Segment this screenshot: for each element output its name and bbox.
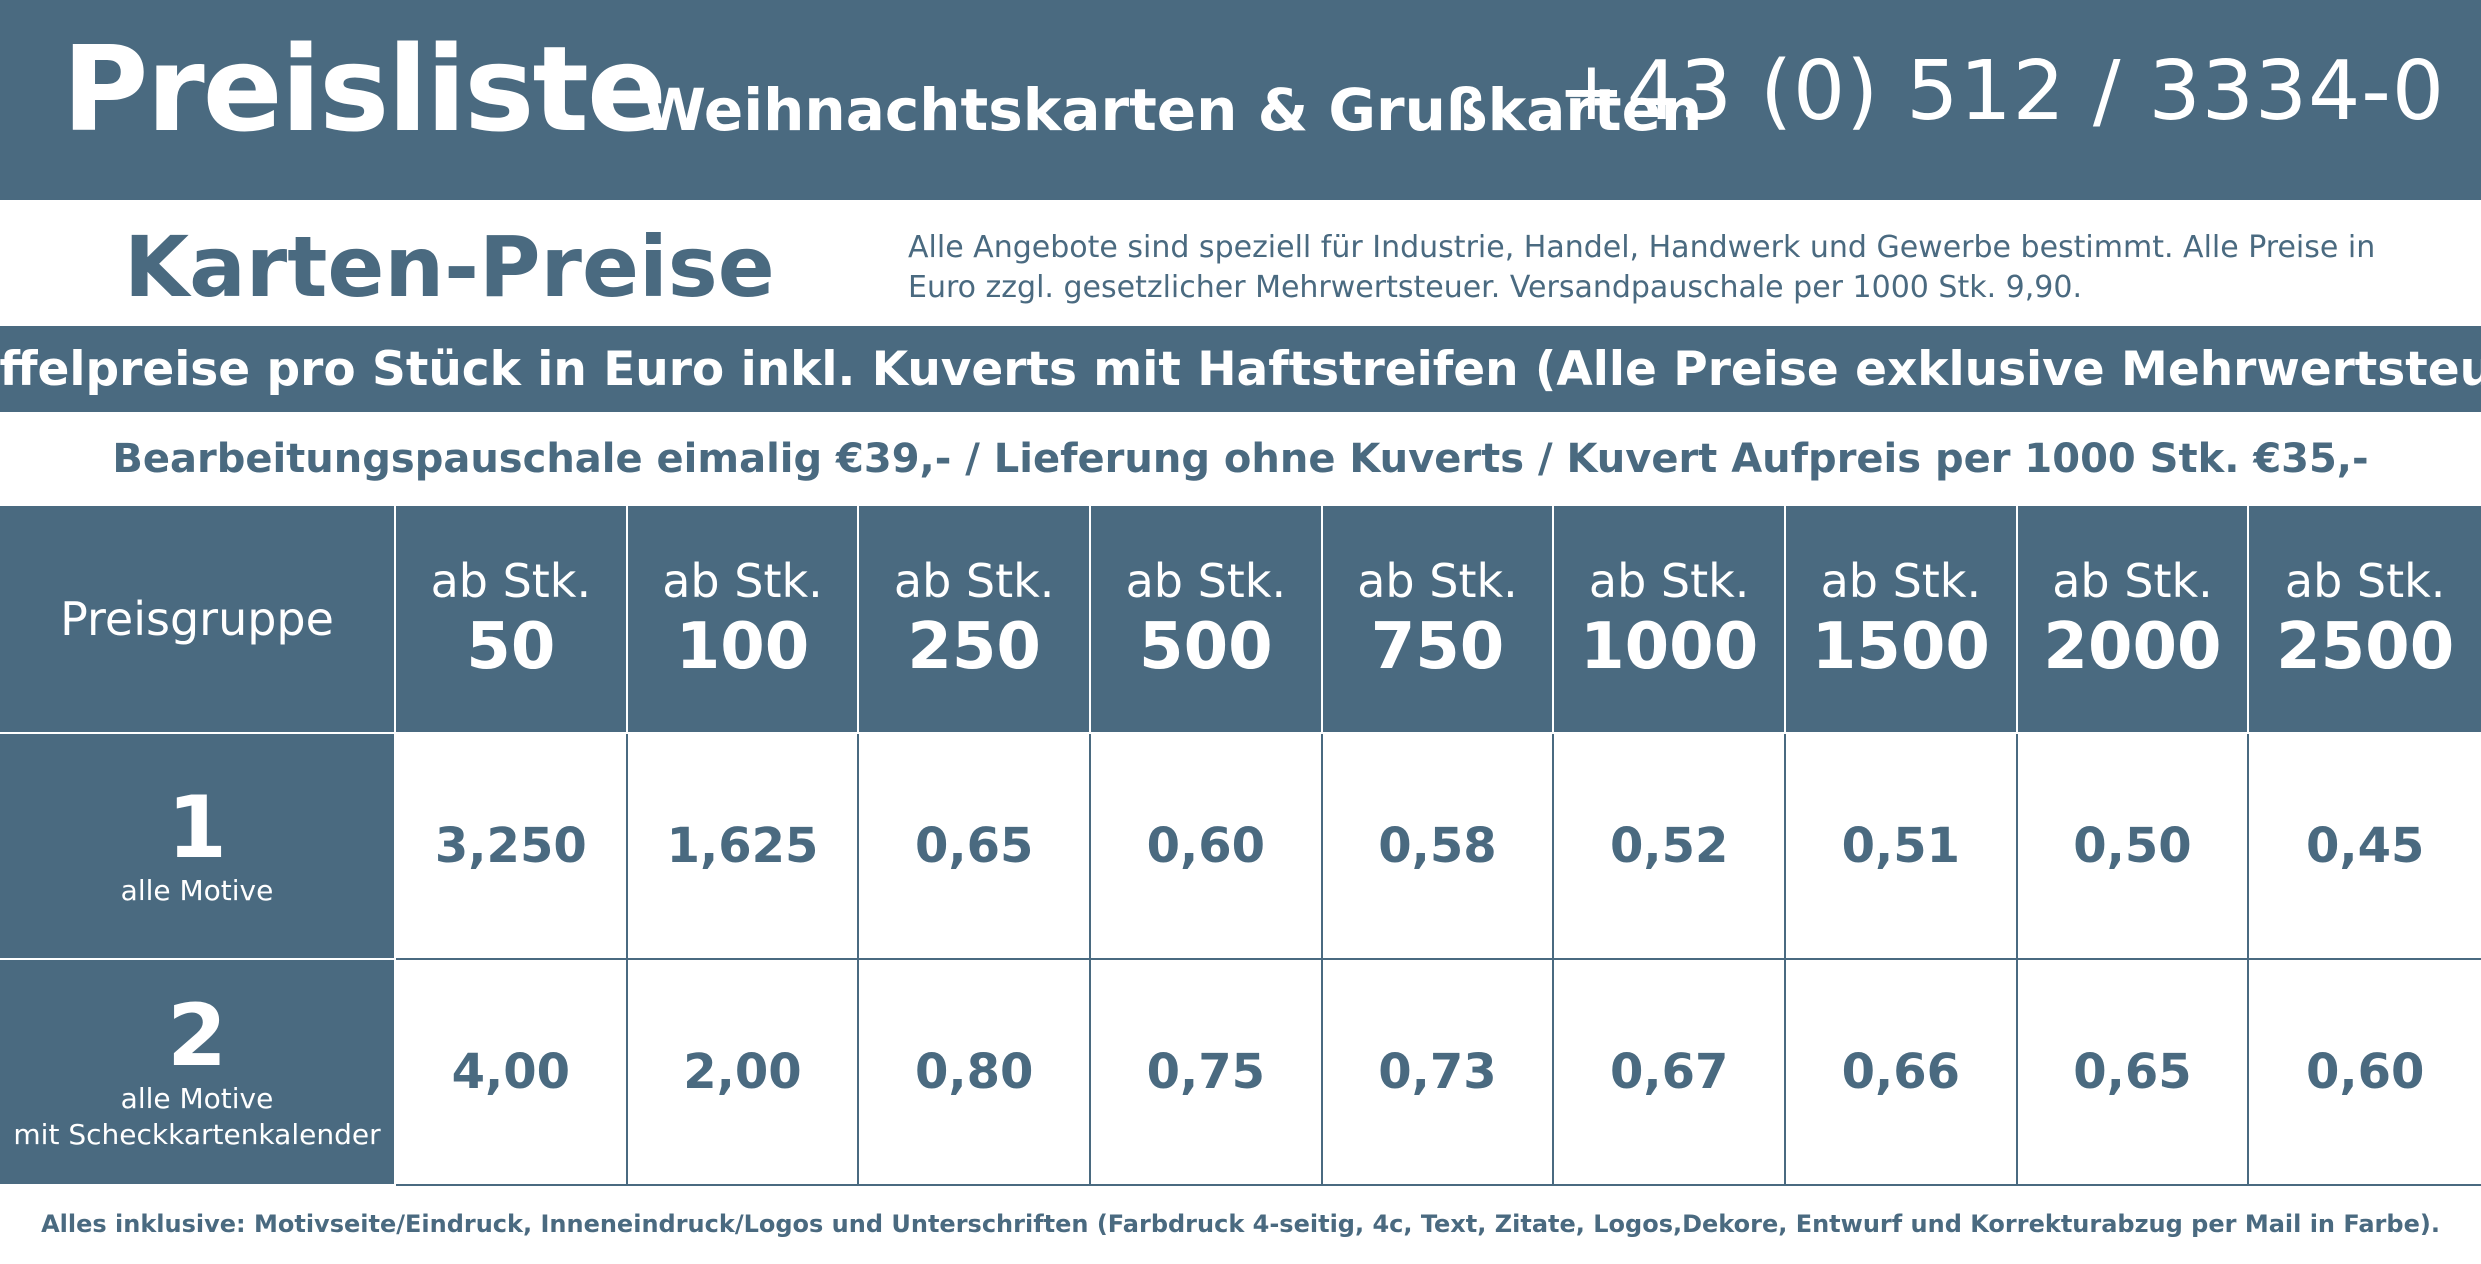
qty-header: ab Stk. 50	[396, 506, 628, 734]
price-value: 0,52	[1609, 818, 1729, 874]
qty-header-value: 2000	[2043, 610, 2222, 684]
phone-number[interactable]: +43 (0) 512 / 3334-0	[1556, 44, 2445, 139]
qty-header: ab Stk. 1500	[1786, 506, 2018, 734]
bearbeitung-text: Bearbeitungspauschale eimalig €39,- / Li…	[112, 436, 2369, 482]
qty-header-value: 2500	[2276, 610, 2455, 684]
bearbeitung-row: Bearbeitungspauschale eimalig €39,- / Li…	[0, 412, 2481, 506]
price-cell: 0,73	[1322, 960, 1555, 1186]
price-cell: 4,00	[396, 960, 628, 1186]
price-value: 1,625	[666, 818, 819, 874]
price-value: 3,250	[434, 818, 587, 874]
staffel-text: Staffelpreise pro Stück in Euro inkl. Ku…	[0, 341, 2481, 397]
price-value: 0,45	[2305, 818, 2425, 874]
price-cell: 2,00	[627, 960, 860, 1186]
price-value: 2,00	[683, 1044, 802, 1100]
qty-header-value: 1000	[1580, 610, 1759, 684]
qty-header-value: 750	[1370, 610, 1505, 684]
price-cell: 0,60	[2249, 960, 2481, 1186]
price-table: Preisgruppe ab Stk. 50 ab Stk. 100 ab St…	[0, 506, 2481, 1186]
price-cell: 0,51	[1786, 734, 2018, 960]
price-value: 0,65	[2073, 1044, 2192, 1100]
preisgruppe-description-extra: mit Scheckkartenkalender	[13, 1118, 381, 1151]
qty-header-label: ab Stk.	[1357, 554, 1518, 608]
price-cell: 0,65	[2017, 960, 2250, 1186]
qty-header-label: ab Stk.	[1125, 554, 1287, 608]
qty-header-label: ab Stk.	[1588, 554, 1750, 608]
qty-header-label: ab Stk.	[893, 554, 1055, 608]
page-title: Preisliste	[62, 20, 667, 158]
preisgruppe-number: 2	[167, 986, 227, 1086]
price-cell: 3,250	[396, 734, 628, 960]
preisgruppe-description: alle Motive	[120, 874, 274, 907]
price-value: 0,60	[1146, 818, 1266, 874]
footer-text: Alles inklusive: Motivseite/Eindruck, In…	[41, 1210, 2440, 1238]
staffel-banner: Staffelpreise pro Stück in Euro inkl. Ku…	[0, 326, 2481, 412]
price-cell: 0,50	[2017, 734, 2250, 960]
price-value: 0,60	[2305, 1044, 2425, 1100]
qty-header: ab Stk. 2500	[2249, 506, 2481, 734]
preisgruppe-header-label: Preisgruppe	[60, 592, 334, 646]
qty-header: ab Stk. 2000	[2017, 506, 2250, 734]
price-value: 0,58	[1378, 818, 1497, 874]
qty-header-value: 500	[1139, 610, 1273, 684]
price-cell: 0,75	[1091, 960, 1323, 1186]
header-banner: Preisliste Weihnachtskarten & Grußkarten…	[0, 0, 2481, 200]
price-value: 0,66	[1841, 1044, 1961, 1100]
price-value: 0,65	[914, 818, 1034, 874]
qty-header: ab Stk. 750	[1322, 506, 1555, 734]
qty-header: ab Stk. 1000	[1554, 506, 1786, 734]
price-value: 4,00	[451, 1044, 571, 1100]
karten-section: Karten-Preise Alle Angebote sind speziel…	[0, 200, 2481, 326]
price-cell: 0,66	[1786, 960, 2018, 1186]
qty-header: ab Stk. 250	[859, 506, 1091, 734]
qty-header-label: ab Stk.	[430, 554, 592, 608]
price-cell: 0,80	[859, 960, 1091, 1186]
qty-header: ab Stk. 100	[627, 506, 860, 734]
price-cell: 0,45	[2249, 734, 2481, 960]
karten-note: Alle Angebote sind speziell für Industri…	[908, 230, 2376, 305]
qty-header-value: 100	[675, 610, 810, 684]
price-cell: 0,67	[1554, 960, 1786, 1186]
price-value: 0,51	[1841, 818, 1961, 874]
price-cell: 1,625	[627, 734, 860, 960]
karten-title: Karten-Preise	[124, 218, 775, 316]
price-value: 0,50	[2073, 818, 2192, 874]
page-subtitle: Weihnachtskarten & Grußkarten	[642, 76, 1703, 144]
price-value: 0,67	[1609, 1044, 1729, 1100]
preisgruppe-description: alle Motive	[120, 1082, 274, 1115]
qty-header-label: ab Stk.	[2284, 554, 2446, 608]
price-value: 0,73	[1378, 1044, 1497, 1100]
price-value: 0,75	[1146, 1044, 1266, 1100]
qty-header-label: ab Stk.	[662, 554, 823, 608]
price-cell: 0,65	[859, 734, 1091, 960]
price-cell: 0,60	[1091, 734, 1323, 960]
price-cell: 0,52	[1554, 734, 1786, 960]
preisgruppe-cell: 1 alle Motive	[0, 734, 396, 960]
qty-header-value: 50	[466, 610, 556, 684]
qty-header-label: ab Stk.	[2052, 554, 2213, 608]
preisgruppe-number: 1	[167, 778, 227, 878]
preisgruppe-cell: 2 alle Motive mit Scheckkartenkalender	[0, 960, 396, 1186]
price-cell: 0,58	[1322, 734, 1555, 960]
qty-header: ab Stk. 500	[1091, 506, 1323, 734]
price-value: 0,80	[914, 1044, 1034, 1100]
qty-header-value: 1500	[1811, 610, 1990, 684]
preisgruppe-header: Preisgruppe	[0, 506, 396, 734]
qty-header-label: ab Stk.	[1820, 554, 1982, 608]
qty-header-value: 250	[907, 610, 1041, 684]
footer: Alles inklusive: Motivseite/Eindruck, In…	[0, 1196, 2481, 1252]
